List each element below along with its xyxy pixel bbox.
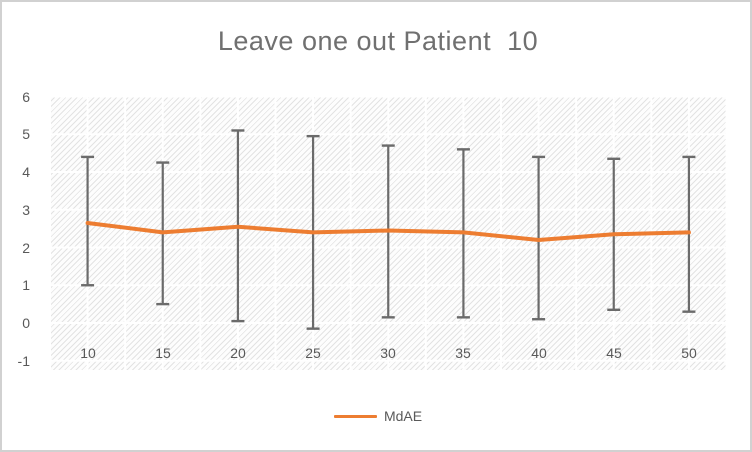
- y-tick-label: 2: [22, 239, 30, 256]
- x-tick-label: 10: [80, 345, 96, 361]
- x-tick-label: 20: [230, 345, 246, 361]
- x-tick-label: 45: [606, 345, 622, 361]
- y-tick-label: 4: [22, 164, 30, 180]
- y-tick-label: -1: [17, 352, 30, 369]
- y-tick-label: 3: [22, 201, 30, 218]
- x-tick-label: 15: [155, 345, 171, 361]
- y-tick-label: 6: [22, 88, 30, 105]
- x-tick-label: 40: [531, 345, 547, 361]
- y-tick-label: 5: [22, 126, 30, 143]
- legend-line-sample: [333, 414, 377, 418]
- y-tick-label: 1: [22, 277, 30, 294]
- legend-label: MdAE: [383, 408, 423, 424]
- x-tick-label: 30: [380, 345, 396, 361]
- y-tick-label: 0: [22, 315, 30, 331]
- series-line-mdae: [85, 220, 691, 242]
- legend: MdAE: [2, 405, 750, 427]
- x-tick-label: 25: [305, 345, 321, 361]
- x-tick-label: 50: [681, 345, 697, 361]
- x-tick-label: 35: [455, 345, 471, 361]
- chart-title: Leave one out Patient 10: [217, 26, 539, 56]
